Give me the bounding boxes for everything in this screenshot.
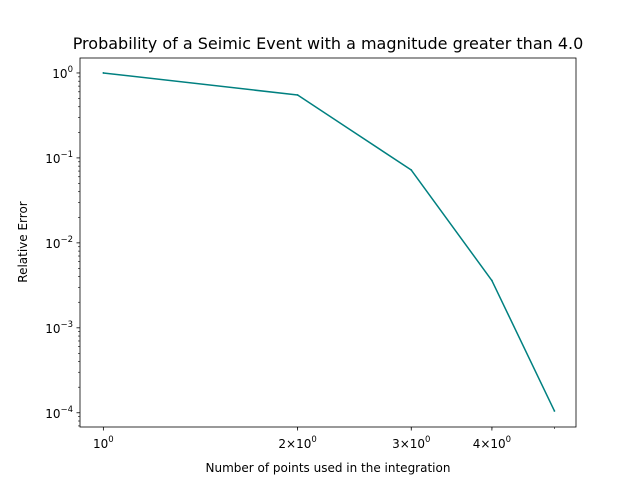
y-tick-label: 10−1 (45, 150, 73, 166)
x-tick-label: 100 (93, 435, 114, 451)
data-point (490, 279, 493, 282)
x-tick-label: 2×100 (278, 435, 316, 451)
y-tick-label: 10−3 (45, 320, 73, 336)
x-axis-label: Number of points used in the integration (206, 461, 451, 475)
plot-area: 100 2×100 3×100 4×100 100 10−1 10−2 10−3 10−4 (45, 57, 577, 451)
x-tick-label: 3×100 (392, 435, 430, 451)
data-point (296, 94, 299, 96)
y-axis-label: Relative Error (16, 201, 30, 283)
y-tick-label: 10−4 (45, 405, 73, 421)
data-point (410, 169, 413, 171)
x-tick-label: 4×100 (473, 435, 511, 451)
chart-title: Probability of a Seimic Event with a mag… (73, 34, 584, 53)
y-tick-label: 10−2 (45, 235, 73, 251)
data-point (553, 410, 556, 412)
y-tick-label: 100 (52, 65, 73, 81)
data-point (102, 72, 105, 74)
